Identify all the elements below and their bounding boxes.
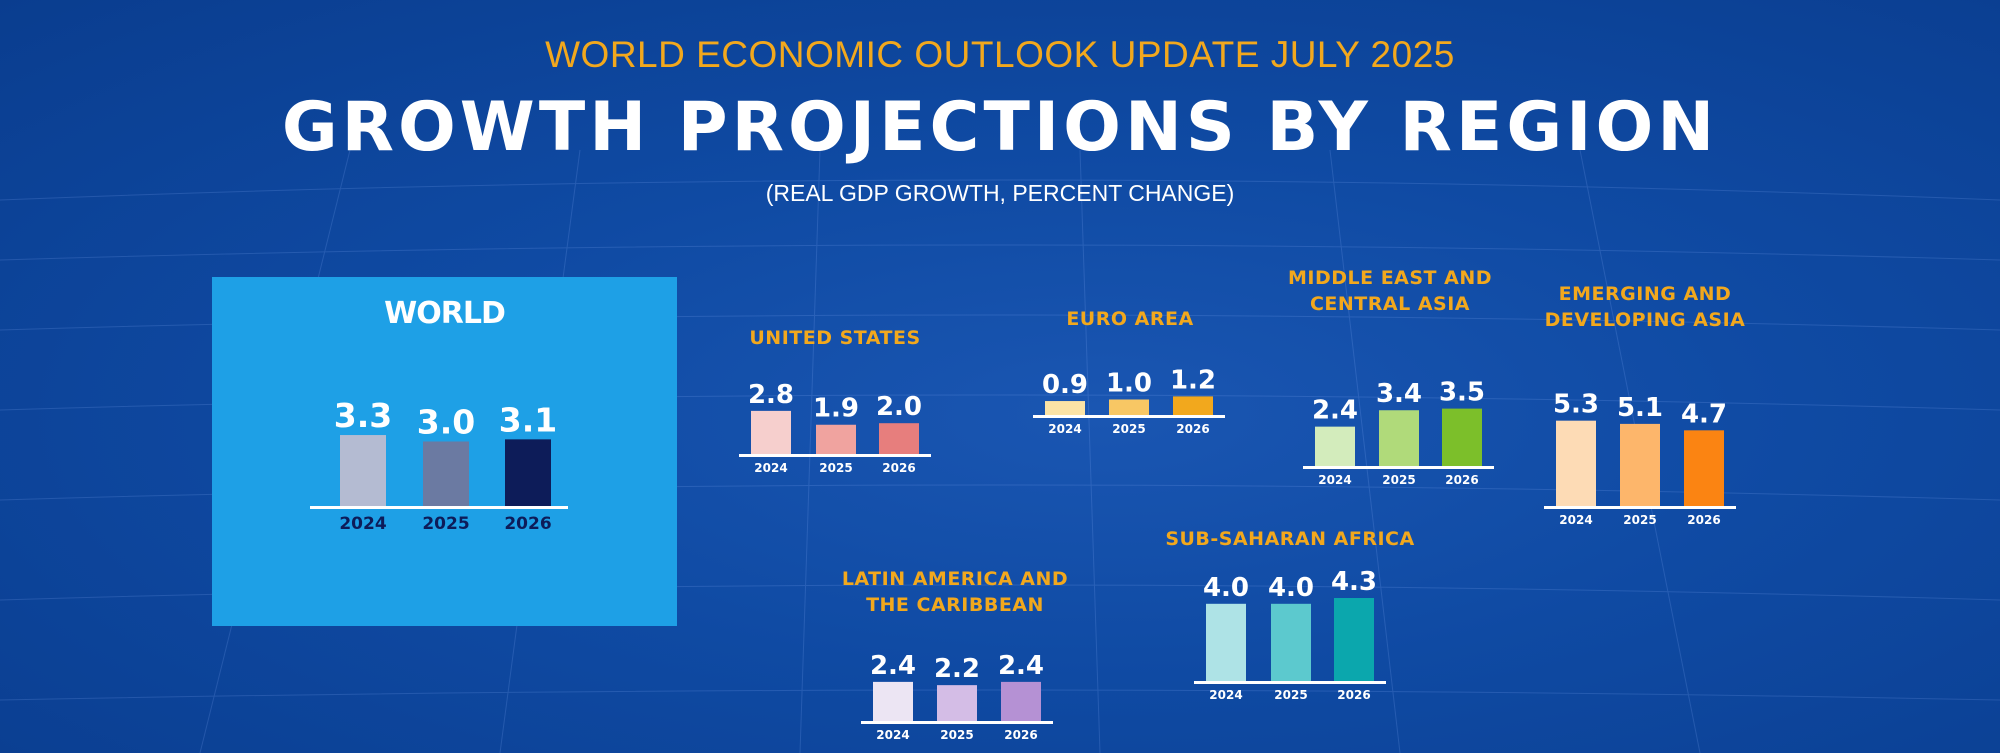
emerging-asia-year-label-2026: 2026 [1687,513,1720,527]
ssa-year-label-2025: 2025 [1274,688,1307,702]
emerging-asia-title: EMERGING AND DEVELOPING ASIA [1544,283,1746,331]
latam-bar-2025 [937,685,977,721]
emerging-asia-bar-2025 [1620,423,1660,506]
euro-area-bar-2026 [1173,396,1213,415]
us-value-label-2025: 1.9 [813,394,859,424]
report-subtitle: WORLD ECONOMIC OUTLOOK UPDATE JULY 2025 [545,34,1455,75]
emerging-asia-value-label-2024: 5.3 [1553,390,1599,420]
world-year-label-2025: 2025 [422,514,469,534]
emerging-asia-bar-2026 [1684,430,1724,506]
middle-east-value-label-2026: 3.5 [1439,378,1485,408]
emerging-asia-value-label-2026: 4.7 [1681,399,1727,429]
world-year-label-2024: 2024 [339,514,386,534]
middle-east-year-label-2025: 2025 [1382,473,1415,487]
latam-value-label-2025: 2.2 [934,654,980,684]
emerging-asia-value-label-2025: 5.1 [1617,393,1663,423]
euro-area-year-label-2024: 2024 [1048,422,1081,436]
world-value-label-2025: 3.0 [417,403,475,442]
world-year-label-2026: 2026 [504,514,551,534]
latam-year-label-2026: 2026 [1004,728,1037,742]
euro-area-bar-2024 [1045,401,1085,415]
ssa-value-label-2025: 4.0 [1268,573,1314,603]
world-value-label-2024: 3.3 [334,396,392,435]
us-year-label-2024: 2024 [754,461,787,475]
world-value-label-2026: 3.1 [499,400,557,439]
emerging-asia-bar-2024 [1556,420,1596,506]
middle-east-year-label-2024: 2024 [1318,473,1351,487]
us-title: UNITED STATES [749,327,921,349]
ssa-value-label-2026: 4.3 [1331,567,1377,597]
ssa-year-label-2024: 2024 [1209,688,1242,702]
emerging-asia-year-label-2024: 2024 [1559,513,1592,527]
latam-bar-2026 [1001,681,1041,721]
ssa-bar-2026 [1334,598,1374,681]
us-bar-2024 [751,410,791,454]
ssa-bar-2024 [1206,603,1246,681]
ssa-value-label-2024: 4.0 [1203,573,1249,603]
latam-value-label-2026: 2.4 [998,651,1044,681]
euro-area-value-label-2024: 0.9 [1042,370,1088,400]
units-note: (REAL GDP GROWTH, PERCENT CHANGE) [765,180,1235,206]
ssa-title: SUB-SAHARAN AFRICA [1165,528,1415,550]
us-value-label-2026: 2.0 [876,392,922,422]
latam-title: LATIN AMERICA AND THE CARIBBEAN [841,568,1069,616]
us-value-label-2024: 2.8 [748,380,794,410]
euro-area-title: EURO AREA [1066,308,1194,330]
world-title: WORLD [384,296,506,331]
world-bar-2024 [340,435,386,506]
latam-bar-2024 [873,681,913,721]
middle-east-year-label-2026: 2026 [1445,473,1478,487]
us-year-label-2026: 2026 [882,461,915,475]
middle-east-bar-2025 [1379,410,1419,466]
world-bar-2025 [423,441,469,506]
page-title: GROWTH PROJECTIONS BY REGION [281,88,1719,167]
middle-east-bar-2026 [1442,408,1482,466]
middle-east-bar-2024 [1315,426,1355,466]
latam-value-label-2024: 2.4 [870,651,916,681]
world-bar-2026 [505,439,551,506]
us-year-label-2025: 2025 [819,461,852,475]
middle-east-value-label-2025: 3.4 [1376,379,1422,409]
euro-area-year-label-2026: 2026 [1176,422,1209,436]
middle-east-title: MIDDLE EAST AND CENTRAL ASIA [1287,267,1493,315]
euro-area-value-label-2025: 1.0 [1106,369,1152,399]
euro-area-year-label-2025: 2025 [1112,422,1145,436]
us-bar-2026 [879,423,919,454]
us-bar-2025 [816,424,856,454]
ssa-year-label-2026: 2026 [1337,688,1370,702]
euro-area-bar-2025 [1109,399,1149,415]
middle-east-value-label-2024: 2.4 [1312,396,1358,426]
euro-area-value-label-2026: 1.2 [1170,365,1216,395]
latam-year-label-2025: 2025 [940,728,973,742]
latam-year-label-2024: 2024 [876,728,909,742]
ssa-bar-2025 [1271,603,1311,681]
emerging-asia-year-label-2025: 2025 [1623,513,1656,527]
